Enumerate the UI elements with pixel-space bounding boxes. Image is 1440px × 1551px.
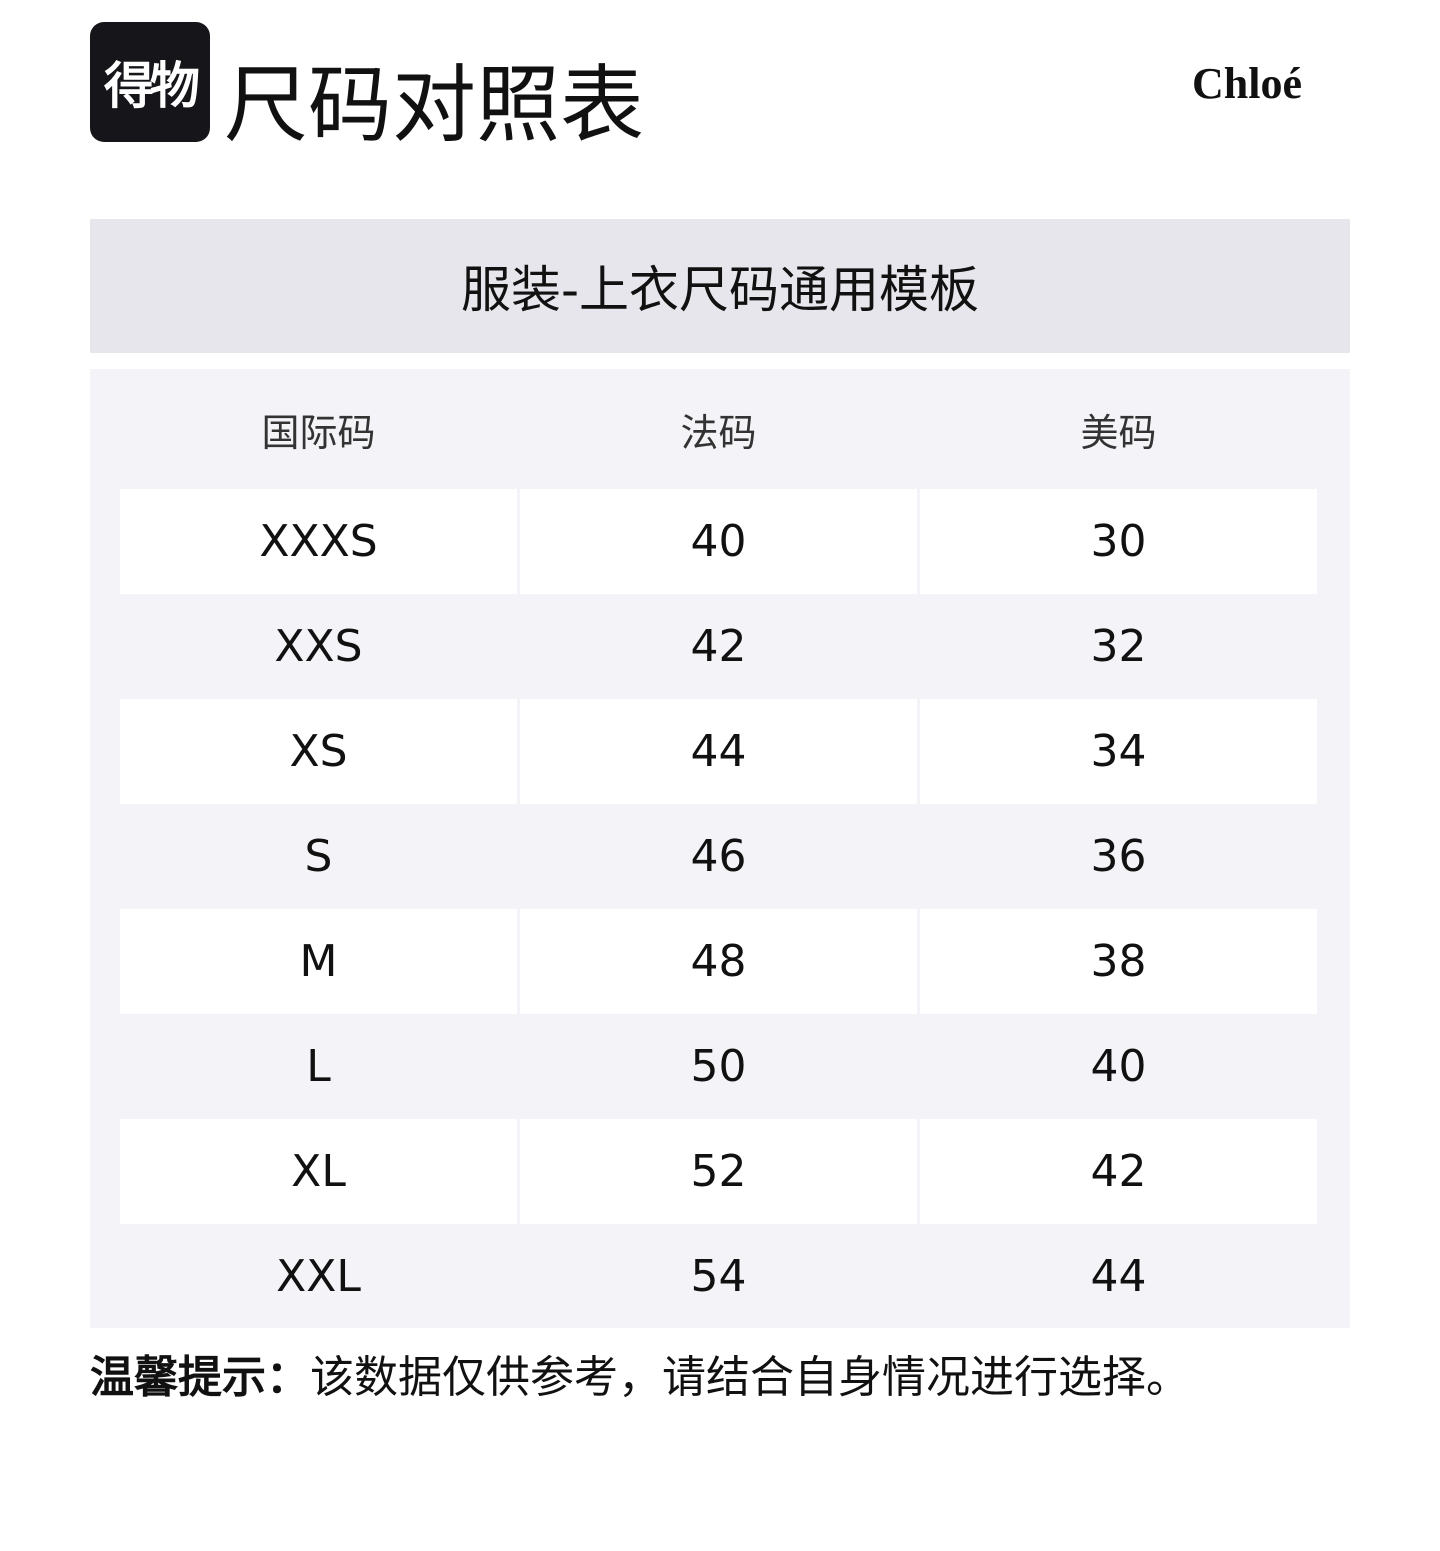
tip-note: 温馨提示：该数据仅供参考，请结合自身情况进行选择。 [90, 1348, 1190, 1408]
app-logo: 得物 [90, 22, 210, 142]
column-header: 美码 [1080, 410, 1157, 455]
table-cell: 44 [520, 699, 917, 804]
column-header: 国际码 [261, 410, 376, 455]
column-header: 法码 [680, 410, 757, 455]
tip-label: 温馨提示： [90, 1352, 310, 1403]
table-cell: 30 [920, 489, 1317, 594]
tip-text: 该数据仅供参考，请结合自身情况进行选择。 [310, 1352, 1190, 1403]
table-cell: 38 [920, 909, 1317, 1014]
brand-logo: Chloé [1192, 59, 1302, 108]
size-table: 国际码 法码 美码 XXXS 40 30 XXS 42 32 XS 44 34 S 46 36 M 48 3… [90, 369, 1350, 1328]
table-cell: XXS [274, 621, 363, 672]
table-cell: 44 [1090, 1251, 1147, 1302]
table-cell: XS [120, 699, 517, 804]
table-row: M 48 38 [120, 909, 1317, 1014]
table-cell: 42 [920, 1119, 1317, 1224]
page-title: 尺码对照表 [224, 56, 645, 154]
table-cell: M [120, 909, 517, 1014]
table-cell: 50 [690, 1041, 747, 1092]
table-row: L 50 40 [120, 1014, 1317, 1119]
table-title: 服装-上衣尺码通用模板 [460, 261, 980, 319]
table-cell: 46 [690, 831, 747, 882]
table-cell: 52 [520, 1119, 917, 1224]
table-row: XL 52 42 [120, 1119, 1317, 1224]
table-cell: 42 [690, 621, 747, 672]
table-cell: L [306, 1041, 331, 1092]
table-cell: 32 [1090, 621, 1147, 672]
table-row: XXS 42 32 [120, 594, 1317, 699]
table-cell: 54 [690, 1251, 747, 1302]
table-cell: XXL [276, 1251, 361, 1302]
table-row: XXL 54 44 [120, 1224, 1317, 1329]
table-cell: 40 [520, 489, 917, 594]
table-row: S 46 36 [120, 804, 1317, 909]
table-cell: 48 [520, 909, 917, 1014]
table-title-banner: 服装-上衣尺码通用模板 [90, 219, 1350, 353]
table-header: 国际码 法码 美码 [90, 369, 1350, 489]
table-row: XS 44 34 [120, 699, 1317, 804]
table-cell: XXXS [120, 489, 517, 594]
table-cell: S [304, 831, 333, 882]
table-cell: 40 [1090, 1041, 1147, 1092]
table-row: XXXS 40 30 [120, 489, 1317, 594]
table-cell: 36 [1090, 831, 1147, 882]
table-cell: 34 [920, 699, 1317, 804]
table-cell: XL [120, 1119, 517, 1224]
